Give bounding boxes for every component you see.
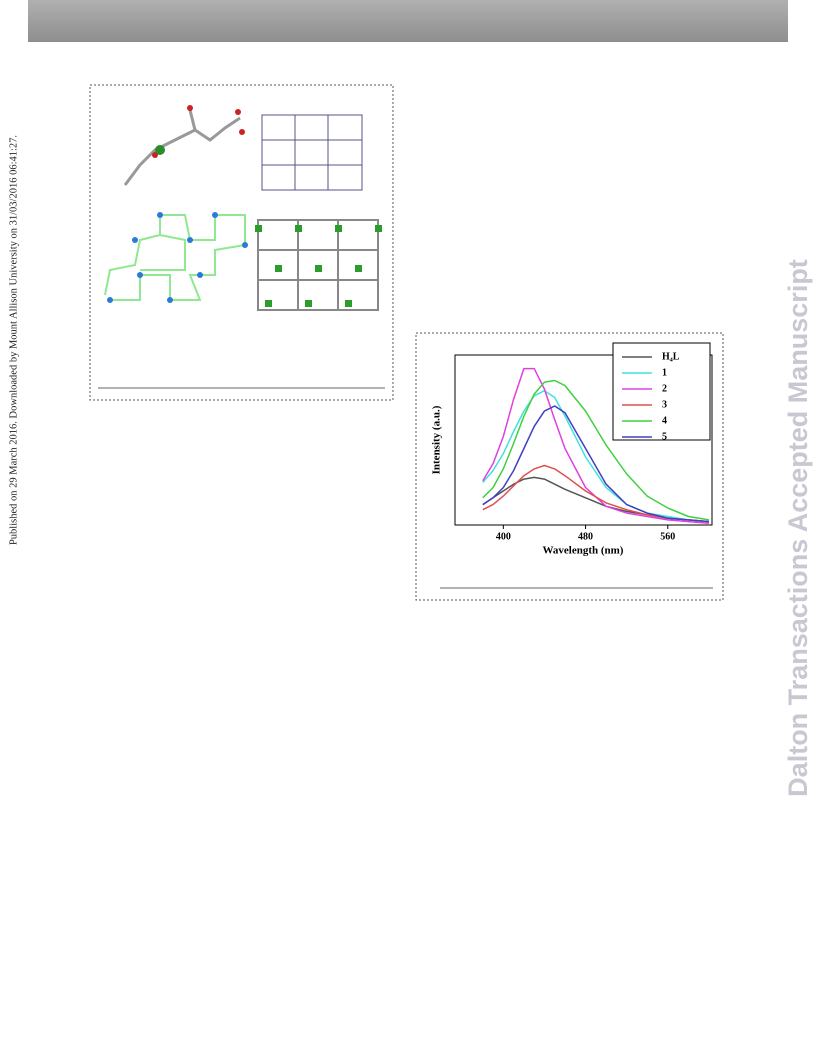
- series-line: [482, 379, 710, 521]
- x-tick-label: 560: [660, 531, 675, 542]
- sidebar-right: Dalton Transactions Accepted Manuscript: [783, 259, 813, 797]
- plot-area: [454, 354, 713, 526]
- legend-label: 1: [662, 367, 667, 378]
- molecule: [123, 109, 241, 186]
- hex-net: [104, 214, 246, 301]
- legend-label: 2: [662, 383, 667, 394]
- legend-label: 4: [662, 415, 667, 426]
- series-line: [482, 464, 709, 523]
- sidebar-left: Published on 29 March 2016. Downloaded b…: [8, 135, 19, 545]
- y-axis-label: Intensity (a.u.): [431, 405, 443, 474]
- packing: [257, 219, 379, 311]
- legend-label: 5: [662, 431, 667, 442]
- series-line: [482, 405, 709, 523]
- hex-nodes: [107, 212, 248, 303]
- legend-box: [612, 342, 711, 441]
- packing-nodes: [255, 225, 382, 307]
- series-line: [482, 476, 709, 523]
- x-tick-label: 480: [578, 531, 593, 542]
- chart-frame: [415, 332, 724, 601]
- series-line: [482, 389, 709, 523]
- x-axis-label: Wavelength (nm): [543, 545, 624, 557]
- metal-atom: [155, 145, 165, 155]
- legend-label: H₄L: [662, 351, 680, 362]
- x-tick-label: 400: [496, 531, 511, 542]
- legend-label: 3: [662, 399, 667, 410]
- header-bar: [28, 0, 788, 42]
- series-line: [482, 367, 709, 525]
- structure-figure: [89, 84, 394, 401]
- figure-frame: [89, 84, 394, 401]
- lattice-top: [261, 114, 363, 191]
